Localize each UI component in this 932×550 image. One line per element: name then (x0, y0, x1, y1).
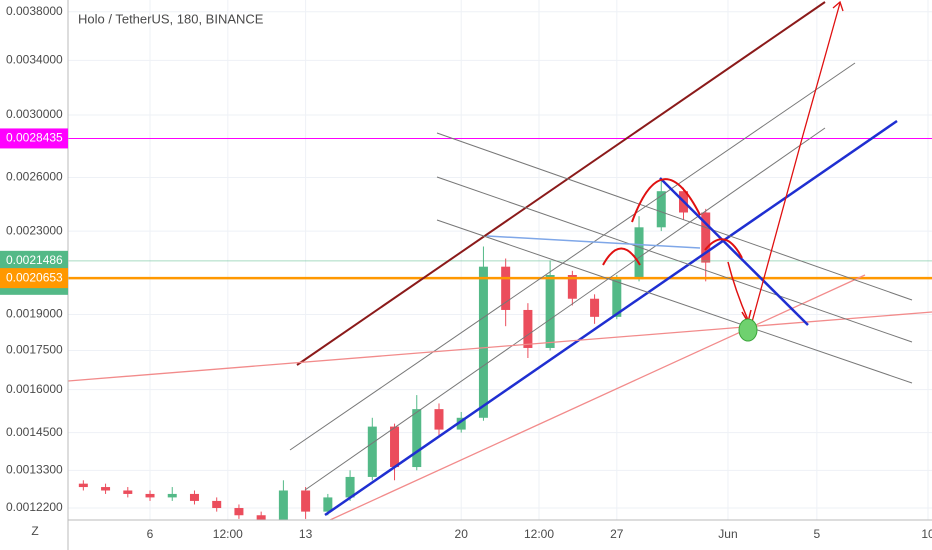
price-label: 0.0021486 (6, 253, 63, 267)
candle-body (367, 426, 377, 477)
x-tick-label: 27 (610, 527, 624, 541)
y-tick-label: 0.0019000 (6, 307, 63, 321)
y-tick-label: 0.0026000 (6, 170, 63, 184)
price-label-box (0, 250, 68, 271)
price-label: 0.0020653 (6, 270, 63, 284)
channel-line (436, 219, 913, 384)
y-tick-label: 0.0023000 (6, 223, 63, 237)
channel-line (304, 127, 826, 491)
candle-body (545, 275, 555, 348)
drawings (68, 0, 932, 520)
price-label-box (0, 268, 68, 289)
price-label: 0.0028435 (6, 131, 63, 145)
candle-body (412, 409, 422, 468)
head-arc (631, 178, 701, 223)
arrow (751, 2, 841, 323)
candle-body (145, 493, 155, 498)
candle-body (301, 490, 311, 512)
y-tick-label: 0.0012200 (6, 500, 63, 514)
price-lines (68, 137, 932, 280)
candle-body (701, 212, 711, 263)
candle-body (634, 227, 644, 280)
candle-body (167, 493, 177, 498)
candle-body (501, 266, 511, 310)
shoulder-arc (704, 238, 743, 259)
candle-body (123, 490, 133, 494)
y-tick-label: 0.0016000 (6, 382, 63, 396)
candle-body (234, 508, 244, 516)
resistance-line (659, 177, 809, 326)
scale-button-label[interactable]: Z (31, 524, 38, 538)
x-tick-label: 12:00 (524, 527, 554, 541)
candle-body (434, 409, 444, 430)
x-tick-label: Jun (718, 527, 737, 541)
arrow-head (832, 0, 844, 12)
candle-body (567, 275, 577, 299)
arrow (727, 261, 749, 321)
channel-line (436, 176, 913, 343)
candle-body (345, 476, 355, 498)
y-tick-label: 0.0013300 (6, 462, 63, 476)
candle-body (390, 426, 400, 468)
y-tick-label: 0.0017500 (6, 343, 63, 357)
x-tick-label: 12:00 (213, 527, 243, 541)
candle-body (590, 298, 600, 317)
candle-body (256, 515, 266, 520)
channel-line (289, 62, 856, 451)
trend-line (296, 1, 826, 366)
candle-body (323, 497, 333, 512)
candle-body (78, 483, 88, 488)
grid (68, 0, 932, 520)
neck-line (486, 235, 701, 249)
trend-line (68, 311, 932, 382)
x-tick-label: 6 (147, 527, 154, 541)
target-marker (738, 318, 758, 342)
x-tick-label: 5 (814, 527, 821, 541)
y-tick-label: 0.0030000 (6, 107, 63, 121)
x-tick-label: 20 (455, 527, 469, 541)
candle-body (101, 487, 111, 491)
candle-body (278, 490, 288, 520)
candle-body (456, 417, 466, 430)
candle-body (189, 493, 199, 501)
trend-line (329, 274, 866, 520)
candle-body (478, 266, 488, 418)
candle-body (612, 279, 622, 317)
candle-body (656, 191, 666, 228)
candle-body (523, 309, 533, 348)
x-tick-label: 10 (921, 527, 932, 541)
y-tick-label: 0.0034000 (6, 53, 63, 67)
shoulder-arc (602, 247, 641, 266)
price-label-box (0, 128, 68, 149)
chart-title: Holo / TetherUS, 180, BINANCE (78, 11, 264, 26)
channel-line (436, 132, 913, 301)
y-tick-label: 0.0014500 (6, 425, 63, 439)
candle-body (212, 500, 222, 509)
axes: 0.0012200 0.0013300 0.0014500 0.0016000 0.00… (6, 4, 932, 541)
y-tick-label: 0.0038000 (6, 4, 63, 18)
x-tick-label: 13 (299, 527, 313, 541)
scale-button[interactable] (24, 522, 46, 542)
support-line (324, 119, 898, 517)
